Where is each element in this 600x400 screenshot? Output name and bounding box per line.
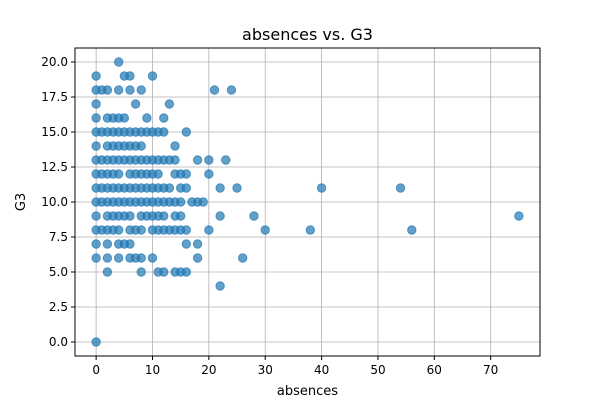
data-point <box>181 267 192 277</box>
data-point <box>91 253 101 263</box>
ticks-layer: 0 10 20 30 40 50 60 70 0.0 2.5 5.0 7.5 10.0 12.5 15.0 1… <box>41 55 498 377</box>
data-point <box>119 113 130 123</box>
data-point <box>125 71 135 81</box>
data-point <box>221 155 231 165</box>
x-axis-label: absences <box>277 384 338 399</box>
y-axis-label: G3 <box>14 193 29 211</box>
data-point <box>237 253 248 263</box>
x-tick-label: 40 <box>314 363 329 377</box>
data-point <box>209 85 220 95</box>
data-point <box>153 169 163 179</box>
data-point <box>130 99 141 109</box>
data-point <box>136 141 146 151</box>
data-point <box>204 225 214 235</box>
data-point <box>136 85 146 95</box>
data-point <box>204 169 214 179</box>
data-point <box>170 141 180 151</box>
data-point <box>181 239 192 249</box>
data-point <box>91 239 101 249</box>
y-tick-label: 10.0 <box>41 195 68 209</box>
data-point <box>181 183 192 193</box>
data-point <box>514 211 524 221</box>
data-point <box>102 267 113 277</box>
x-tick-label: 20 <box>201 363 216 377</box>
data-point <box>113 253 124 263</box>
x-tick-label: 50 <box>370 363 385 377</box>
x-tick-label: 70 <box>483 363 498 377</box>
y-tick-label: 7.5 <box>49 230 68 244</box>
data-point <box>192 155 203 165</box>
data-point <box>305 225 316 235</box>
data-point <box>192 239 203 249</box>
data-point <box>91 71 101 81</box>
data-point <box>113 225 124 235</box>
data-point <box>164 183 175 193</box>
data-point <box>113 169 124 179</box>
data-point <box>215 211 225 221</box>
data-point <box>192 253 203 263</box>
data-point <box>260 225 270 235</box>
data-point <box>136 267 146 277</box>
data-point <box>91 141 101 151</box>
data-point <box>91 211 101 221</box>
data-point <box>204 155 214 165</box>
data-point <box>181 169 192 179</box>
y-tick-label: 5.0 <box>49 265 68 279</box>
x-tick-label: 60 <box>427 363 442 377</box>
y-tick-label: 17.5 <box>41 90 68 104</box>
data-point <box>142 113 152 123</box>
data-point <box>170 155 180 165</box>
x-tick-label: 30 <box>258 363 273 377</box>
data-point <box>316 183 327 193</box>
data-point <box>215 281 225 291</box>
data-point <box>407 225 417 235</box>
data-point <box>136 253 146 263</box>
data-point <box>232 183 242 193</box>
data-point <box>159 113 169 123</box>
x-tick-label: 10 <box>145 363 160 377</box>
data-point <box>102 85 113 95</box>
data-point <box>249 211 259 221</box>
data-point <box>91 337 101 347</box>
chart-title: absences vs. G3 <box>242 25 373 44</box>
points-layer <box>91 57 524 347</box>
data-point <box>147 71 158 81</box>
data-point <box>147 253 158 263</box>
data-point <box>91 99 101 109</box>
data-point <box>175 197 186 207</box>
data-point <box>91 113 101 123</box>
data-point <box>159 127 169 137</box>
data-point <box>159 211 169 221</box>
data-point <box>215 183 225 193</box>
data-point <box>102 253 113 263</box>
y-tick-label: 12.5 <box>41 160 68 174</box>
y-tick-label: 2.5 <box>49 300 68 314</box>
data-point <box>175 211 186 221</box>
data-point <box>181 127 192 137</box>
data-point <box>113 57 124 67</box>
y-tick-label: 20.0 <box>41 55 68 69</box>
data-point <box>198 197 208 207</box>
y-tick-label: 0.0 <box>49 335 68 349</box>
data-point <box>113 85 124 95</box>
data-point <box>159 267 169 277</box>
data-point <box>395 183 406 193</box>
data-point <box>181 225 192 235</box>
data-point <box>125 211 135 221</box>
y-tick-label: 15.0 <box>41 125 68 139</box>
data-point <box>226 85 237 95</box>
x-tick-label: 0 <box>92 363 100 377</box>
data-point <box>164 99 175 109</box>
grid-layer <box>75 48 540 356</box>
data-point <box>125 85 135 95</box>
data-point <box>125 239 135 249</box>
data-point <box>102 239 113 249</box>
data-point <box>136 225 146 235</box>
